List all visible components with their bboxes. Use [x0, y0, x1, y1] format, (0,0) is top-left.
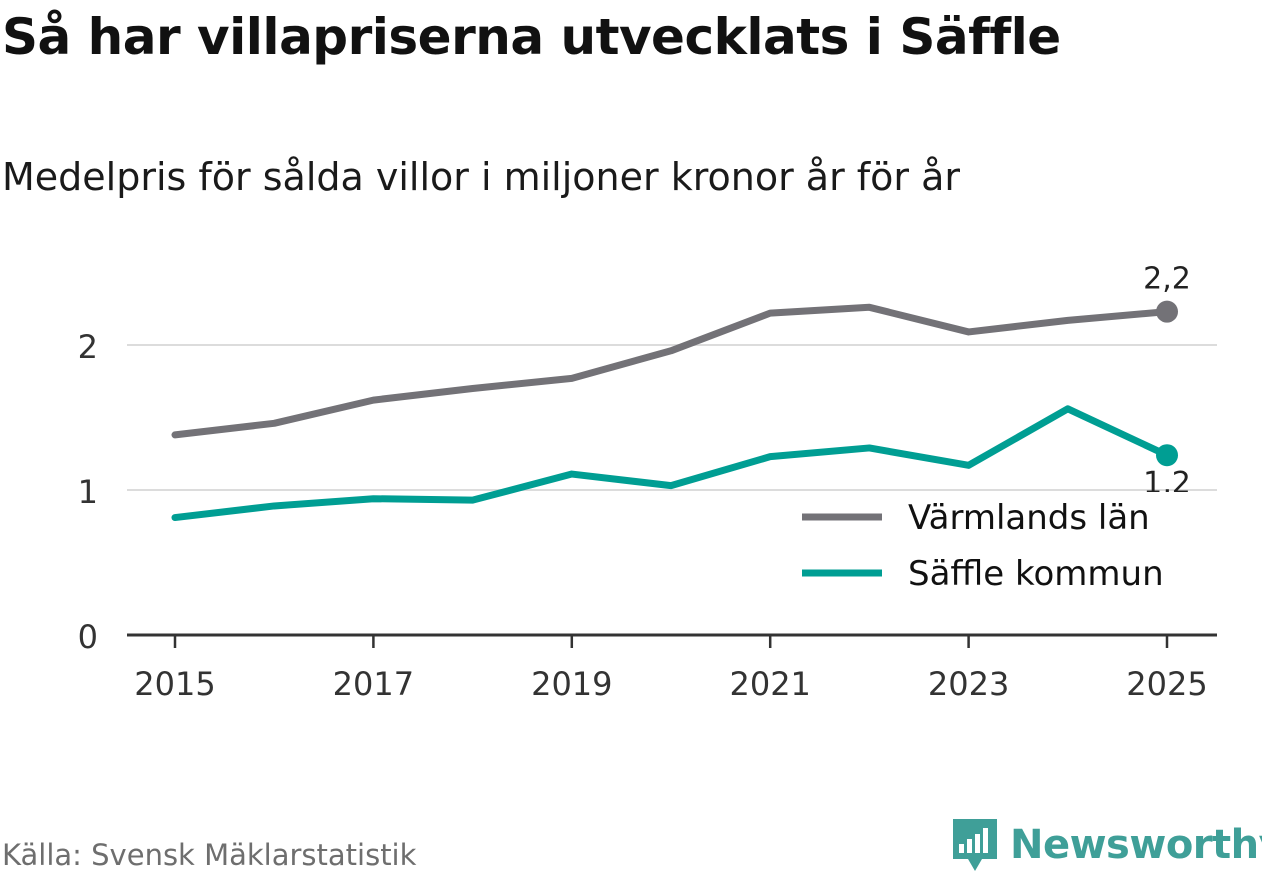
- series-end-label-0: 2,2: [1143, 262, 1191, 297]
- x-tick-label-2017: 2017: [333, 665, 414, 703]
- series-end-point-1: [1156, 444, 1178, 467]
- series-line-1: [171, 405, 1171, 522]
- x-tick-label-2025: 2025: [1126, 665, 1207, 703]
- brand-logo[interactable]: Newsworthy: [950, 815, 1262, 875]
- newsworthy-logo-icon: [953, 819, 997, 871]
- series-end-point-0: [1156, 300, 1178, 323]
- legend-background: [788, 492, 1218, 604]
- chart-title: Så har villapriserna utvecklats i Säffle: [2, 8, 1061, 66]
- x-tick-label-2015: 2015: [134, 665, 215, 703]
- y-tick-label-0: 0: [78, 618, 98, 656]
- chart-subtitle: Medelpris för sålda villor i miljoner kr…: [2, 155, 961, 199]
- legend-label-0: Värmlands län: [908, 498, 1150, 538]
- legend-label-1: Säffle kommun: [908, 554, 1164, 594]
- series-line-0: [171, 303, 1171, 439]
- y-tick-label-1: 1: [78, 473, 98, 511]
- y-tick-label-2: 2: [78, 328, 98, 366]
- source-note: Källa: Svensk Mäklarstatistik: [2, 838, 417, 872]
- x-tick-label-2019: 2019: [531, 665, 612, 703]
- brand-name: Newsworthy: [1010, 822, 1262, 868]
- x-tick-label-2023: 2023: [928, 665, 1009, 703]
- x-tick-label-2021: 2021: [729, 665, 810, 703]
